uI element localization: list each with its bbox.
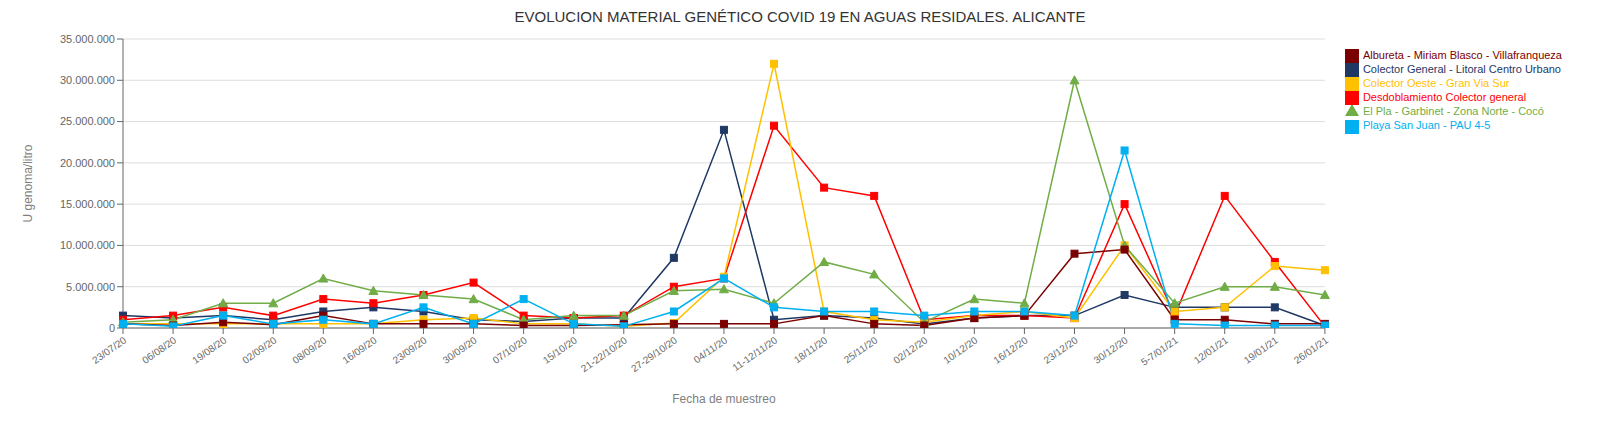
- svg-text:10.000.000: 10.000.000: [60, 239, 115, 251]
- svg-text:16/12/20: 16/12/20: [991, 334, 1030, 366]
- html-text:Colector Oeste - Gran Via Sur: Colector Oeste - Gran Via Sur: [1362, 77, 1510, 90]
- svg-text:25/11/20: 25/11/20: [842, 334, 880, 365]
- svg-text:26/01/21: 26/01/21: [1292, 334, 1331, 366]
- svg-text:30/12/20: 30/12/20: [1092, 334, 1131, 366]
- svg-text:07/10/20: 07/10/20: [491, 334, 530, 366]
- svg-text:20.000.000: 20.000.000: [60, 157, 115, 169]
- svg-text:25.000.000: 25.000.000: [60, 115, 115, 127]
- svg-text:21-22/10/20: 21-22/10/20: [579, 334, 629, 374]
- svg-text:35.000.000: 35.000.000: [60, 33, 115, 45]
- svg-text:19/01/21: 19/01/21: [1242, 334, 1281, 366]
- svg-text:19/08/20: 19/08/20: [190, 334, 229, 366]
- html-text:Playa San Juan - PAU 4-5: Playa San Juan - PAU 4-5: [1362, 119, 1491, 132]
- svg-text:23/12/20: 23/12/20: [1042, 334, 1081, 366]
- svg-text:02/12/20: 02/12/20: [891, 334, 930, 366]
- svg-text:15/10/20: 15/10/20: [541, 334, 580, 366]
- svg-text:15.000.000: 15.000.000: [60, 198, 115, 210]
- svg-text:23/09/20: 23/09/20: [390, 334, 429, 366]
- svg-text:16/09/20: 16/09/20: [340, 334, 379, 366]
- svg-text:11-12/11/20: 11-12/11/20: [730, 334, 779, 373]
- svg-text:18/11/20: 18/11/20: [792, 334, 830, 365]
- html-text:EVOLUCION MATERIAL GENÉTICO CO: EVOLUCION MATERIAL GENÉTICO COVID 19 EN …: [514, 8, 1086, 25]
- svg-text:U genoma/litro: U genoma/litro: [21, 144, 35, 222]
- svg-text:0: 0: [109, 322, 115, 334]
- svg-text:12/01/21: 12/01/21: [1192, 334, 1231, 366]
- svg-text:30.000.000: 30.000.000: [60, 74, 115, 86]
- svg-text:23/07/20: 23/07/20: [90, 334, 129, 366]
- svg-text:27-29/10/20: 27-29/10/20: [629, 334, 679, 374]
- html-text:Colector General - Litoral Cen: Colector General - Litoral Centro Urbano: [1362, 63, 1561, 76]
- svg-text:10/12/20: 10/12/20: [941, 334, 980, 366]
- svg-text:5.000.000: 5.000.000: [66, 281, 115, 293]
- svg-text:Fecha de muestreo: Fecha de muestreo: [672, 392, 776, 406]
- svg-text:04/11/20: 04/11/20: [692, 334, 730, 365]
- html-text:El Pla - Garbinet - Zona Norte: El Pla - Garbinet - Zona Norte - Cocó: [1362, 105, 1544, 118]
- html-text:Albureta - Miriam Blasco - Vil: Albureta - Miriam Blasco - Villafranquez…: [1362, 49, 1562, 61]
- svg-text:08/09/20: 08/09/20: [290, 334, 329, 366]
- svg-text:02/09/20: 02/09/20: [240, 334, 279, 366]
- svg-text:30/09/20: 30/09/20: [441, 334, 480, 366]
- svg-text:06/08/20: 06/08/20: [140, 334, 179, 366]
- svg-text:5-7/01/21: 5-7/01/21: [1139, 334, 1180, 367]
- html-text:Desdoblamiento Colector genera: Desdoblamiento Colector general: [1362, 91, 1527, 104]
